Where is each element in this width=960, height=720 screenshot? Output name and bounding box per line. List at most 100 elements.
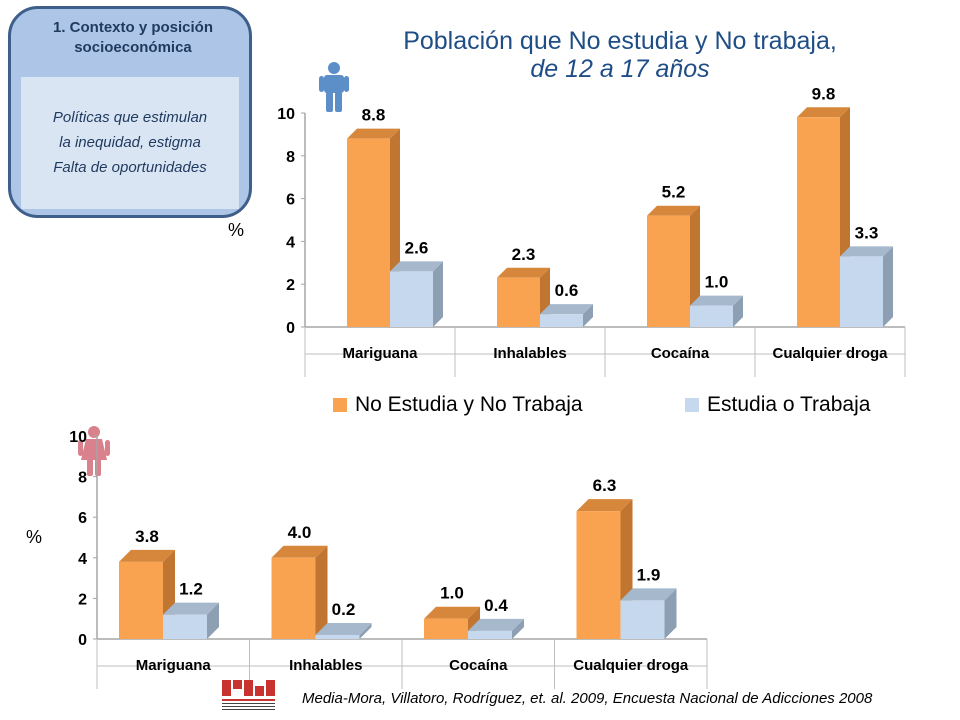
context-line: Falta de oportunidades: [53, 159, 207, 176]
bar-side: [883, 246, 893, 327]
bar-top: [620, 588, 677, 601]
legend-swatch-orange: [333, 398, 347, 412]
bar-face: [271, 557, 316, 639]
bar-cualquier-droga-estudia: [840, 246, 893, 327]
data-label: 0.2: [332, 600, 356, 619]
bar-top: [576, 499, 633, 512]
bar-top: [163, 602, 219, 615]
y-tick-label: 8: [78, 470, 87, 487]
bar-face: [119, 561, 163, 639]
bar-face: [690, 305, 733, 327]
institute-logo: [222, 680, 275, 710]
bar-face: [647, 215, 690, 327]
bar-face: [315, 634, 360, 639]
bar-face: [163, 614, 207, 639]
bar-mariguana-estudia: [390, 261, 443, 327]
bar-side: [583, 304, 593, 327]
y-tick-label: 0: [286, 320, 295, 337]
context-box-title: 1. Contexto y posición socioeconómica: [52, 19, 214, 56]
context-box-body: Políticas que estimulan la inequidad, es…: [21, 77, 239, 209]
bar-cocaina-no-estudia: [424, 606, 480, 639]
y-tick-label: 0: [78, 632, 87, 649]
legend-swatch-blue: [685, 398, 699, 412]
data-label: 4.0: [288, 523, 312, 542]
male-person-icon: [319, 62, 349, 112]
bar-side: [359, 622, 372, 639]
data-label: 1.2: [179, 580, 203, 599]
y-tick-label: 2: [286, 277, 295, 294]
bar-face: [468, 630, 512, 639]
bar-side: [315, 545, 328, 639]
category-label-cualquier-droga: Cualquier droga: [772, 345, 888, 362]
data-label: 1.0: [705, 273, 729, 292]
bar-top: [497, 267, 550, 278]
bar-top: [690, 295, 743, 306]
bar-side: [733, 295, 743, 327]
bar-top: [347, 128, 400, 139]
page-title: Población que No estudia y No trabaja,: [403, 27, 837, 55]
data-label: 3.8: [135, 527, 159, 546]
data-label: 6.3: [593, 476, 617, 495]
category-label-inhalables: Inhalables: [493, 345, 566, 362]
bar-top: [119, 549, 175, 562]
bar-cocaina-estudia: [690, 295, 743, 327]
context-line: Políticas que estimulan: [52, 109, 208, 126]
bar-face: [540, 314, 583, 327]
category-label-mariguana: Mariguana: [342, 345, 418, 362]
bar-face: [390, 271, 433, 327]
category-label-mariguana: Mariguana: [136, 657, 212, 674]
page-subtitle: de 12 a 17 años: [530, 55, 710, 83]
data-label: 1.9: [637, 565, 661, 584]
bar-inhalables-estudia: [315, 622, 372, 639]
category-label-inhalables: Inhalables: [289, 657, 362, 674]
percent-axis-label: %: [26, 527, 43, 547]
bar-face: [424, 618, 468, 639]
bar-face: [840, 256, 883, 327]
bar-inhalables-no-estudia: [271, 545, 328, 639]
chart-legend: No Estudia y No Trabaja Estudia o Trabaj…: [333, 393, 893, 421]
y-tick-label: 6: [78, 510, 87, 527]
bar-inhalables-estudia: [540, 304, 593, 327]
bar-top: [540, 304, 593, 315]
data-label: 8.8: [362, 106, 386, 125]
data-label: 0.4: [484, 596, 508, 615]
bar-face: [347, 138, 390, 327]
bar-mariguana-estudia: [163, 602, 219, 639]
bar-top: [468, 618, 524, 631]
bar-face: [620, 600, 665, 639]
bar-face: [576, 511, 621, 639]
legend-item: Estudia o Trabaja: [685, 393, 870, 417]
data-label: 1.0: [440, 584, 464, 603]
legend-item: No Estudia y No Trabaja: [333, 393, 583, 417]
category-label-cocaina: Cocaína: [651, 345, 710, 362]
y-tick-label: 6: [286, 192, 295, 209]
bar-top: [315, 622, 372, 635]
bar-top: [797, 107, 850, 118]
y-tick-label: 4: [286, 234, 295, 251]
y-tick-label: 10: [69, 429, 87, 446]
bar-top: [424, 606, 480, 619]
source-citation: Media-Mora, Villatoro, Rodríguez, et. al…: [302, 690, 873, 707]
bar-top: [271, 545, 328, 558]
bar-side: [690, 205, 700, 327]
legend-label: No Estudia y No Trabaja: [355, 393, 583, 416]
data-label: 9.8: [812, 84, 836, 103]
y-tick-label: 8: [286, 149, 295, 166]
data-label: 2.3: [512, 245, 536, 264]
bar-face: [497, 277, 540, 327]
percent-axis-label: %: [228, 220, 245, 240]
category-label-cualquier-droga: Cualquier droga: [573, 657, 689, 674]
y-tick-label: 10: [277, 106, 295, 123]
y-tick-label: 4: [78, 551, 87, 568]
bar-cocaina-estudia: [468, 618, 524, 639]
bar-cocaina-no-estudia: [647, 205, 700, 327]
data-label: 5.2: [662, 183, 686, 202]
bar-top: [647, 205, 700, 216]
bar-side: [664, 588, 677, 639]
data-label: 0.6: [555, 281, 579, 300]
bar-side: [207, 602, 219, 639]
bar-top: [390, 261, 443, 272]
y-tick-label: 2: [78, 591, 87, 608]
